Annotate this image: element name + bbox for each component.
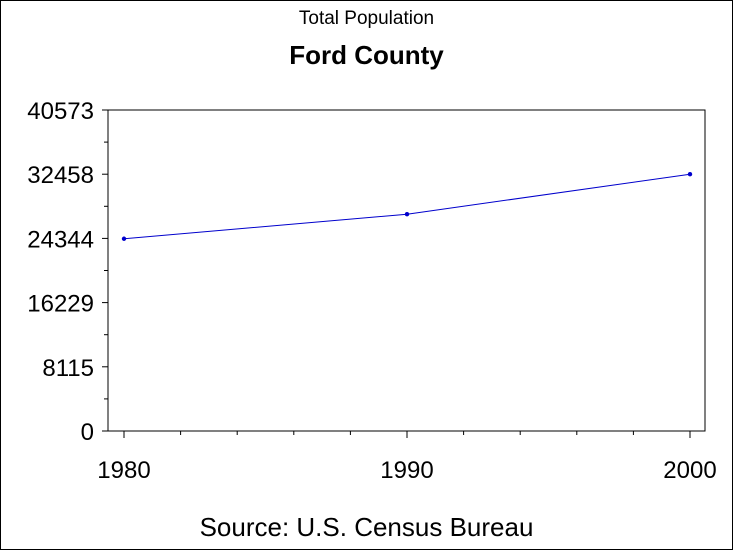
y-axis: 0 8115 16229 24344 32458 40573: [27, 98, 108, 446]
y-tick-label: 8115: [42, 355, 94, 382]
y-tick-label: 16229: [27, 291, 94, 318]
data-point: [687, 172, 693, 177]
chart-subtitle: Total Population: [298, 8, 435, 29]
plot-area: [107, 109, 706, 432]
data-point: [404, 212, 410, 217]
x-tick-label: 1990: [380, 457, 433, 484]
source-note: Source: U.S. Census Bureau: [199, 512, 534, 542]
series-line: [123, 173, 691, 240]
series-group: [121, 172, 693, 241]
x-tick-label: 2000: [663, 457, 716, 484]
data-point: [121, 236, 127, 241]
chart-title: Ford County: [289, 40, 444, 70]
y-tick-label: 24344: [27, 226, 94, 253]
x-tick-label: 1980: [97, 457, 150, 484]
y-tick-label: 0: [81, 419, 94, 446]
x-axis: 1980 1990 2000: [97, 431, 717, 484]
y-tick-label: 40573: [27, 98, 94, 125]
y-tick-label: 32458: [27, 162, 94, 189]
